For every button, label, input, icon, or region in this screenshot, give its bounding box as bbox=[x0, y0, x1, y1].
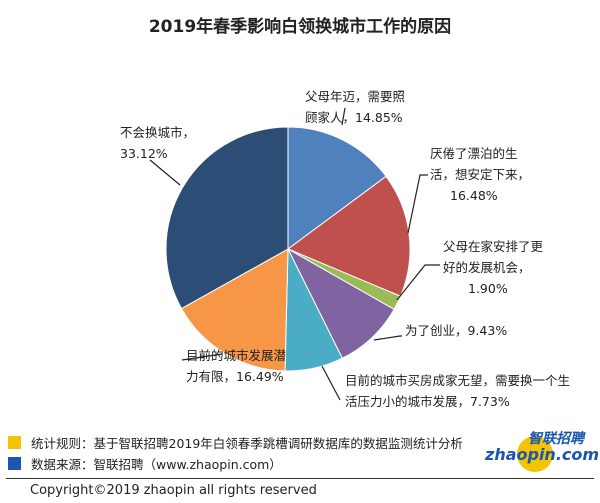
slice-label-line: 1.90% bbox=[468, 281, 508, 296]
pie-slice bbox=[165, 126, 289, 310]
slice-label-line: 父母年迈，需要照 bbox=[305, 89, 406, 104]
slice-label-line: 活，想安定下来， bbox=[430, 167, 531, 182]
pie-slice bbox=[287, 126, 387, 250]
leader-line bbox=[396, 264, 440, 301]
legend-swatch bbox=[8, 436, 21, 449]
pie-chart bbox=[149, 107, 440, 401]
slice-label-line: 顾家人，14.85% bbox=[305, 110, 403, 125]
divider bbox=[6, 478, 594, 479]
leader-line bbox=[321, 365, 341, 401]
slice-label-line: 力有限，16.49% bbox=[186, 369, 284, 384]
slice-label: 父母在家安排了更 好的发展机会， 1.90% bbox=[443, 236, 543, 299]
slice-label-line: 目前的城市发展潜 bbox=[186, 348, 287, 363]
legend-text: 统计规则：基于智联招聘2019年白领春季跳槽调研数据库的数据监测统计分析 bbox=[31, 436, 463, 451]
slice-label-line: 厌倦了漂泊的生 bbox=[430, 146, 518, 161]
pie-slice bbox=[286, 175, 411, 297]
slice-label-line: 为了创业，9.43% bbox=[405, 323, 508, 338]
leader-line bbox=[373, 335, 402, 341]
pie-slice bbox=[180, 248, 289, 372]
slice-label: 为了创业，9.43% bbox=[405, 320, 507, 341]
slice-label: 目前的城市买房成家无望，需要换一个生 活压力小的城市发展，7.73% bbox=[345, 370, 570, 412]
leader-line bbox=[181, 353, 223, 361]
slice-label-line: 活压力小的城市发展，7.73% bbox=[345, 394, 510, 409]
zhaopin-logo: 智联招聘 zhaopin.com bbox=[485, 428, 599, 472]
copyright: Copyright©2019 zhaopin all rights reserv… bbox=[30, 483, 317, 498]
slice-label: 目前的城市发展潜 力有限，16.49% bbox=[186, 345, 286, 387]
legend-item-rule: 统计规则：基于智联招聘2019年白领春季跳槽调研数据库的数据监测统计分析 bbox=[8, 433, 463, 452]
leader-line bbox=[341, 107, 346, 126]
slice-label: 父母年迈，需要照 顾家人，14.85% bbox=[305, 86, 405, 128]
slice-label-line: 父母在家安排了更 bbox=[443, 239, 544, 254]
slice-label-line: 好的发展机会， bbox=[443, 260, 531, 275]
slice-label: 厌倦了漂泊的生 活，想安定下来， 16.48% bbox=[430, 143, 530, 206]
chart-title: 2019年春季影响白领换城市工作的原因 bbox=[148, 17, 452, 37]
legend-item-source: 数据来源：智联招聘（www.zhaopin.com） bbox=[8, 454, 282, 473]
leader-line bbox=[407, 174, 428, 234]
slice-label-line: 16.48% bbox=[450, 188, 498, 203]
legend-swatch bbox=[8, 457, 21, 470]
slice-label-line: 目前的城市买房成家无望，需要换一个生 bbox=[345, 373, 571, 388]
slice-label: 不会换城市，33.12% bbox=[120, 125, 196, 161]
leader-line bbox=[149, 159, 181, 186]
legend-text: 数据来源：智联招聘（www.zhaopin.com） bbox=[31, 457, 282, 472]
